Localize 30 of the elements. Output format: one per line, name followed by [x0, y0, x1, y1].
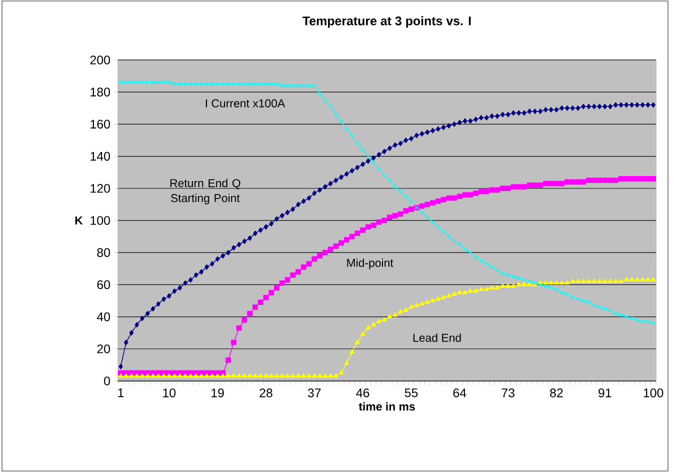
y-tick-label: 0: [104, 376, 110, 386]
text: Return End Q Starting Point: [170, 178, 240, 204]
x-tick-label: 46: [356, 388, 370, 398]
y-tick-label: 80: [97, 248, 110, 257]
x-tick-label: 73: [502, 388, 514, 398]
y-axis-title: K: [75, 216, 83, 224]
x-tick-label: 55: [404, 388, 418, 398]
y-tick-label: 200: [90, 56, 110, 64]
y-tick-label: 100: [90, 216, 110, 225]
y-tick-label: 180: [90, 88, 110, 96]
y-tick-label: 120: [90, 184, 110, 193]
series-label: Mid-point: [347, 258, 394, 270]
y-tick-label: 20: [97, 344, 110, 354]
chart-title: Temperature at 3 points vs. I: [302, 16, 471, 28]
y-tick-label: 160: [90, 120, 110, 129]
x-axis-title: time in ms: [358, 402, 415, 411]
y-tick-label: 60: [97, 280, 110, 290]
series-label: I Current x100A: [206, 99, 286, 108]
x-tick-label: 82: [550, 388, 563, 398]
x-tick-label: 37: [308, 388, 321, 398]
x-tick-label: 28: [260, 388, 272, 398]
x-tick-label: 1: [118, 388, 124, 398]
x-tick-label: 64: [453, 388, 466, 398]
series-label: Lead End: [413, 333, 461, 342]
x-tick-label: 19: [212, 388, 224, 398]
y-tick-label: 140: [90, 152, 110, 161]
x-tick-label: 100: [644, 388, 664, 398]
x-tick-label: 91: [598, 388, 612, 398]
x-tick-label: 10: [163, 388, 176, 398]
y-tick-label: 40: [96, 312, 110, 322]
